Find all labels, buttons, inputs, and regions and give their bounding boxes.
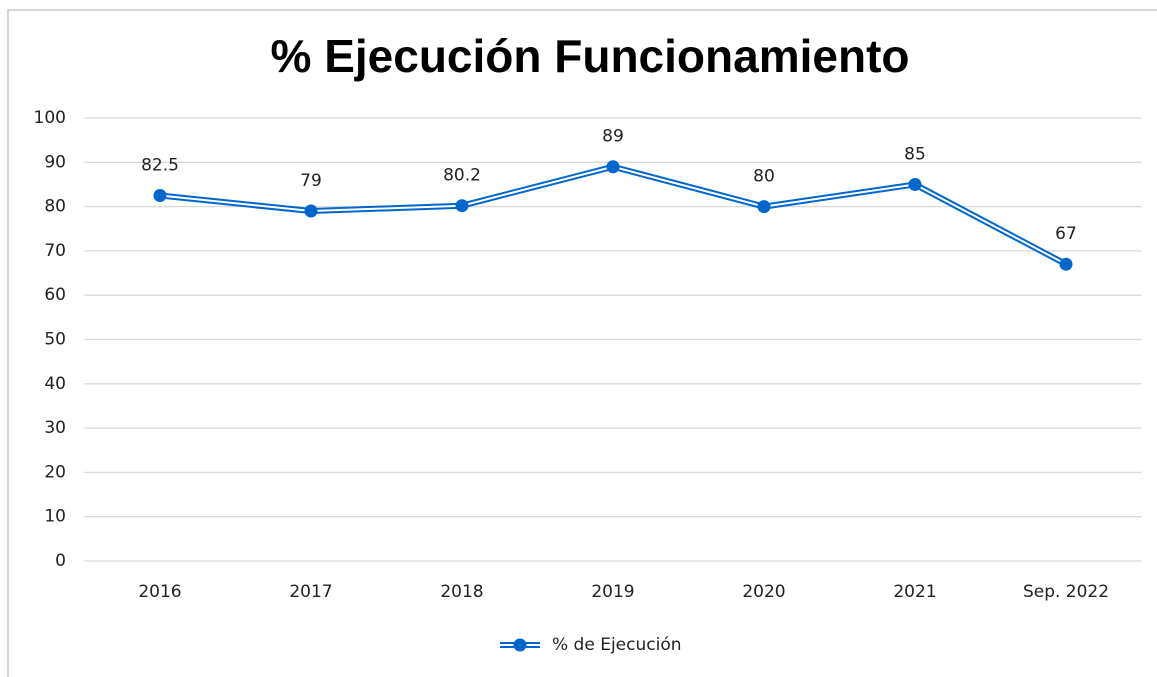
x-tick-label: 2018 [440,582,483,602]
data-label: 85 [904,144,926,164]
data-label: 67 [1055,224,1077,244]
x-tick-label: 2021 [893,582,936,602]
y-tick-label: 60 [44,285,66,305]
data-label: 80 [753,167,775,187]
x-tick-label: 2019 [591,582,634,602]
data-label: 89 [602,127,624,147]
point [1059,257,1073,271]
x-tick-label: 2017 [289,582,332,602]
series-line [159,163,1068,267]
y-tick-label: 70 [44,241,66,261]
legend-marker [513,638,527,652]
x-tick-label: 2020 [742,582,785,602]
series-line-inner [159,165,1067,266]
x-tick-label: Sep. 2022 [1023,582,1109,602]
y-tick-label: 80 [44,197,66,217]
data-label: 82.5 [141,156,179,176]
y-tick-label: 10 [44,507,66,527]
y-tick-label: 30 [44,418,66,438]
y-tick-label: 0 [55,551,66,571]
point [153,189,167,203]
data-label: 79 [300,171,322,191]
y-tick-label: 20 [44,462,66,482]
chart-title: % Ejecución Funcionamiento [271,30,910,82]
data-label: 80.2 [443,166,481,186]
legend-label: % de Ejecución [552,635,682,655]
point [908,177,922,191]
y-tick-label: 90 [44,152,66,172]
x-tick-label: 2016 [138,582,181,602]
chart-border [7,9,1157,677]
y-tick-label: 100 [34,108,66,128]
point [606,160,620,174]
y-tick-label: 40 [44,374,66,394]
point [304,204,318,218]
point [757,200,771,214]
y-tick-label: 50 [44,330,66,350]
point [455,199,469,213]
